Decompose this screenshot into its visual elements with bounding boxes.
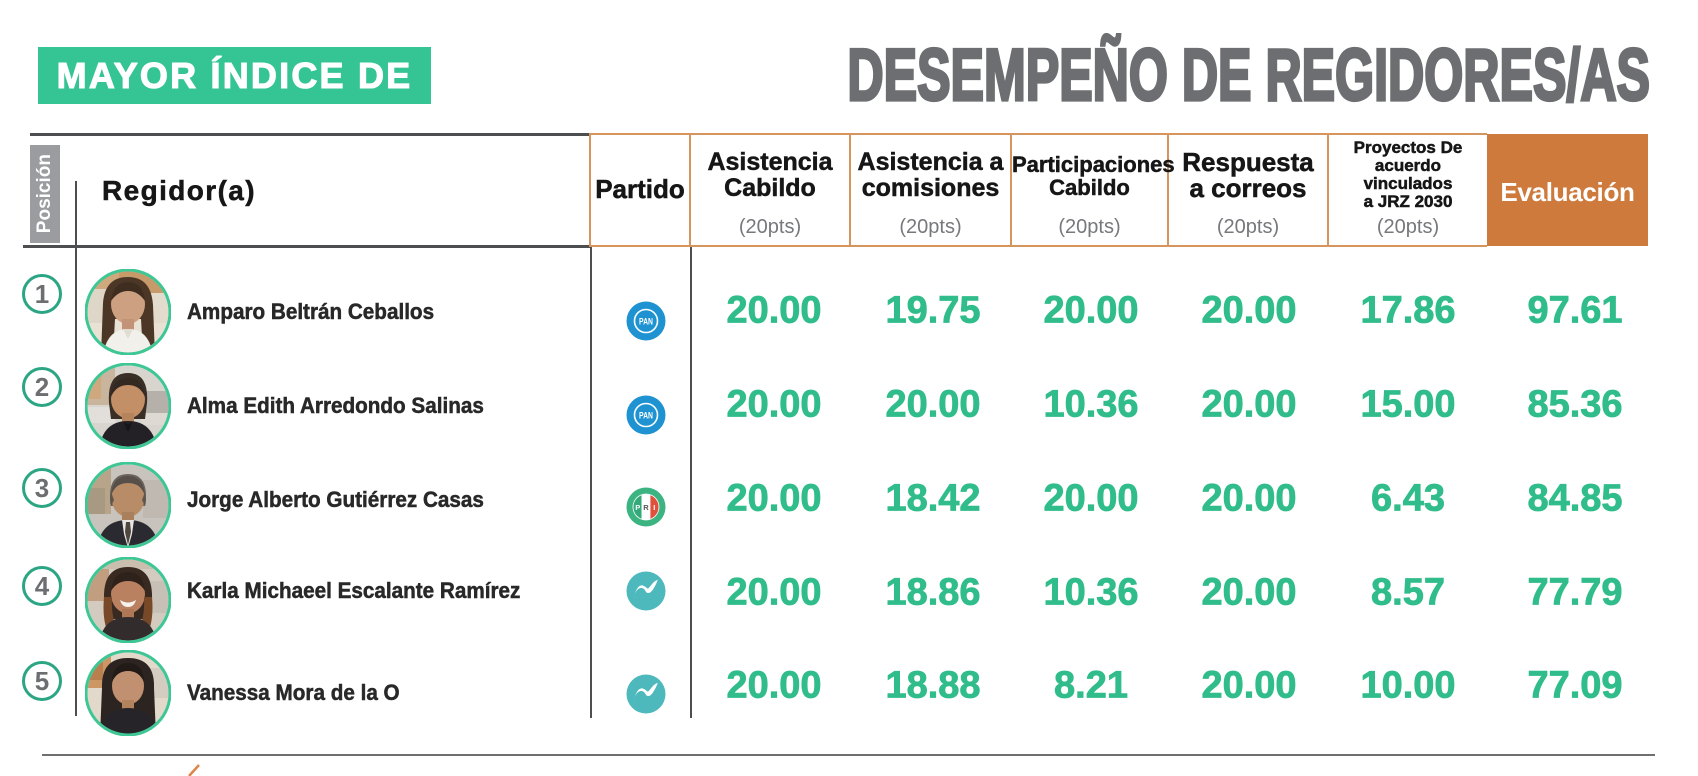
svg-text:PAN: PAN: [639, 410, 653, 421]
svg-text:2: 2: [35, 372, 49, 402]
svg-text:R: R: [643, 503, 649, 512]
svg-text:PAN: PAN: [639, 316, 653, 327]
svg-text:3: 3: [35, 473, 49, 503]
svg-text:I: I: [653, 503, 655, 512]
svg-text:1: 1: [35, 279, 49, 309]
svg-text:5: 5: [35, 666, 49, 696]
svg-text:P: P: [635, 503, 640, 512]
svg-text:4: 4: [35, 571, 50, 601]
